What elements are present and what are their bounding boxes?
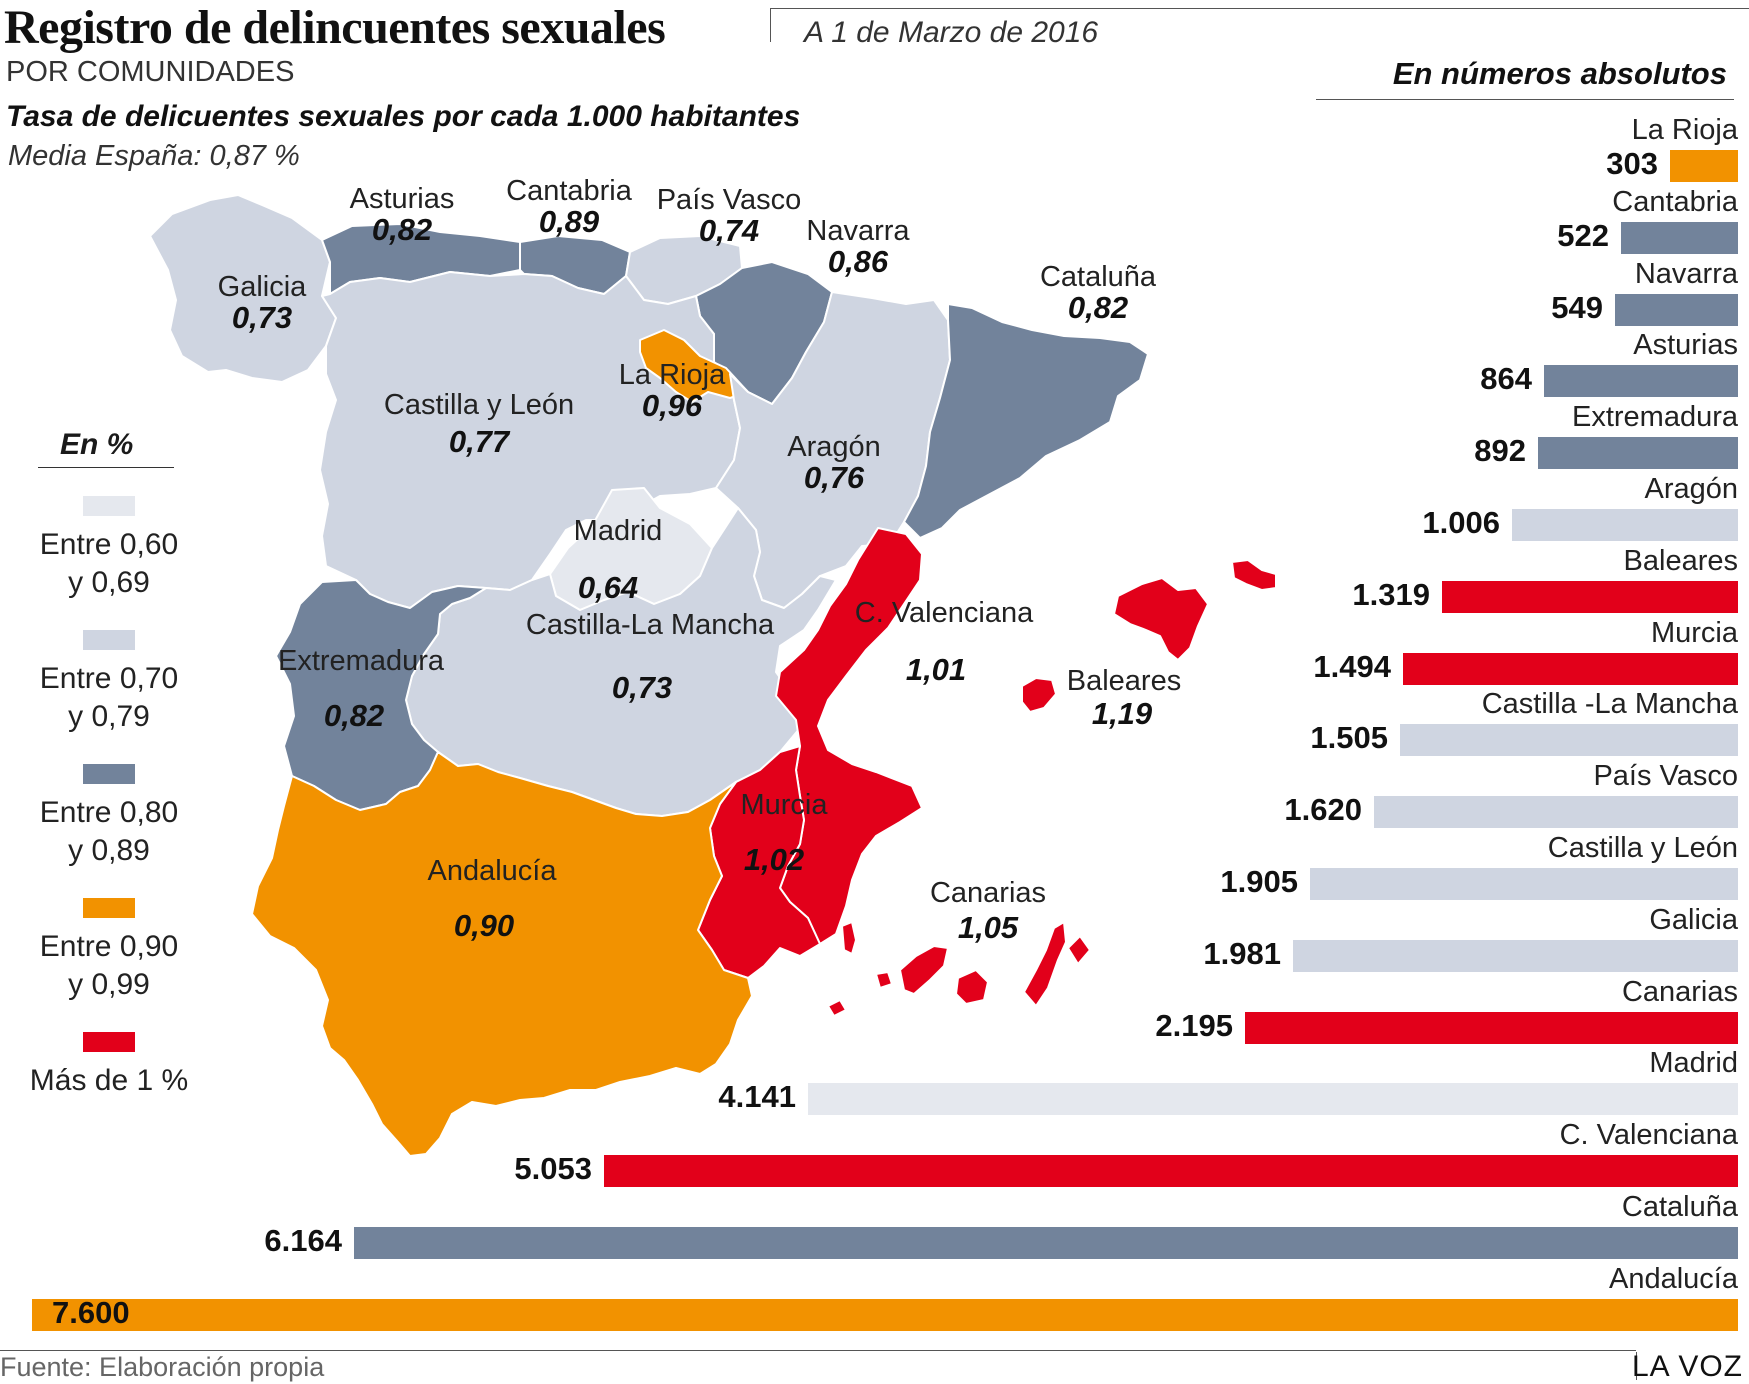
legend-label: Entre 0,80 <box>39 796 179 829</box>
legend-swatch <box>83 764 135 784</box>
region-canarias-gomera <box>875 971 893 989</box>
region-baleares-ibiza <box>1021 677 1057 713</box>
label-madrid-value: 0,64 <box>578 570 638 605</box>
label-asturias-name: Asturias <box>350 183 455 215</box>
label-castilla-la-mancha-name: Castilla-La Mancha <box>526 609 775 641</box>
legend-label: Más de 1 % <box>29 1064 189 1097</box>
label-cataluna-name: Cataluña <box>1040 261 1157 293</box>
spain-mean: Media España: 0,87 % <box>8 140 300 172</box>
label-asturias-value: 0,82 <box>372 212 432 247</box>
legend-item-over-1: Más de 1 % <box>20 1032 198 1100</box>
legend-item-060-069: Entre 0,60 y 0,69 <box>20 496 198 602</box>
label-canarias-value: 1,05 <box>958 910 1019 945</box>
label-la-rioja-name: La Rioja <box>619 359 726 391</box>
absolute-numbers-title: En números absolutos <box>1392 56 1727 91</box>
label-c-valenciana-name: C. Valenciana <box>855 597 1034 629</box>
legend-swatch <box>83 496 135 516</box>
chart-title: Registro de delincuentes sexuales <box>4 1 666 54</box>
date-label: A 1 de Marzo de 2016 <box>804 16 1099 49</box>
label-aragon-value: 0,76 <box>804 460 865 495</box>
legend-item-080-089: Entre 0,80 y 0,89 <box>20 764 198 870</box>
region-baleares-mallorca <box>1113 577 1209 661</box>
label-baleares-name: Baleares <box>1067 665 1181 697</box>
label-murcia-value: 1,02 <box>744 842 804 877</box>
legend-item-070-079: Entre 0,70 y 0,79 <box>20 630 198 736</box>
label-canarias-name: Canarias <box>930 877 1046 909</box>
legend-label: Entre 0,90 <box>39 930 179 963</box>
label-pais-vasco-name: País Vasco <box>657 184 802 216</box>
label-navarra-name: Navarra <box>806 215 910 247</box>
legend-item-090-099: Entre 0,90 y 0,99 <box>20 898 198 1004</box>
label-aragon-name: Aragón <box>787 431 881 463</box>
label-cantabria-name: Cantabria <box>506 175 633 207</box>
label-cataluna-value: 0,82 <box>1068 290 1128 325</box>
label-baleares-value: 1,19 <box>1092 696 1153 731</box>
label-galicia-name: Galicia <box>218 271 308 303</box>
legend-title: En % <box>60 428 134 461</box>
header-rule <box>770 8 1749 9</box>
legend-swatch <box>83 630 135 650</box>
label-madrid-name: Madrid <box>574 515 663 547</box>
label-andalucia-value: 0,90 <box>454 908 514 943</box>
label-extremadura-value: 0,82 <box>324 698 384 733</box>
legend-label: y 0,79 <box>68 700 150 733</box>
label-pais-vasco-value: 0,74 <box>699 213 759 248</box>
legend-swatch <box>83 1032 135 1052</box>
legend-label: Entre 0,70 <box>39 662 179 695</box>
footer-rule <box>0 1350 1636 1351</box>
legend-label: y 0,99 <box>68 968 150 1001</box>
label-c-valenciana-value: 1,01 <box>906 652 966 687</box>
region-canarias-tenerife <box>899 945 949 995</box>
region-canarias-la-palma <box>841 921 857 955</box>
legend-label: y 0,69 <box>68 566 150 599</box>
label-la-rioja-value: 0,96 <box>642 388 703 423</box>
label-extremadura-name: Extremadura <box>278 645 445 677</box>
label-andalucia-name: Andalucía <box>428 855 558 887</box>
region-canarias-hierro <box>827 999 847 1017</box>
legend-label: y 0,89 <box>68 834 150 867</box>
source-note: Fuente: Elaboración propia <box>0 1352 325 1382</box>
region-baleares-menorca <box>1231 559 1277 591</box>
label-galicia-value: 0,73 <box>232 300 292 335</box>
region-cataluna <box>903 303 1149 539</box>
rate-title: Tasa de delicuentes sexuales por cada 1.… <box>6 100 801 133</box>
legend-swatch <box>83 898 135 918</box>
footer-rule-tick <box>1636 1352 1637 1380</box>
label-castilla-y-leon-value: 0,77 <box>449 424 511 459</box>
label-cantabria-value: 0,89 <box>539 204 600 239</box>
region-canarias-gran-canaria <box>955 969 989 1005</box>
region-andalucia <box>251 751 753 1157</box>
brand-logo: LA VOZ <box>1631 1350 1743 1383</box>
label-castilla-y-leon-name: Castilla y León <box>384 389 574 421</box>
region-canarias-fuerteventura <box>1023 921 1067 1007</box>
region-extremadura <box>275 579 487 811</box>
label-navarra-value: 0,86 <box>828 244 889 279</box>
chart-subtitle: POR COMUNIDADES <box>6 56 295 88</box>
region-la-rioja <box>639 329 749 403</box>
label-murcia-name: Murcia <box>740 789 828 821</box>
absolute-numbers-rule <box>1316 99 1734 100</box>
label-castilla-la-mancha-value: 0,73 <box>612 670 672 705</box>
legend-rule <box>38 467 174 468</box>
legend-label: Entre 0,60 <box>39 528 179 561</box>
region-canarias-lanzarote <box>1067 935 1091 965</box>
region-c-valenciana <box>775 527 923 945</box>
header-rule-tick <box>770 8 771 42</box>
